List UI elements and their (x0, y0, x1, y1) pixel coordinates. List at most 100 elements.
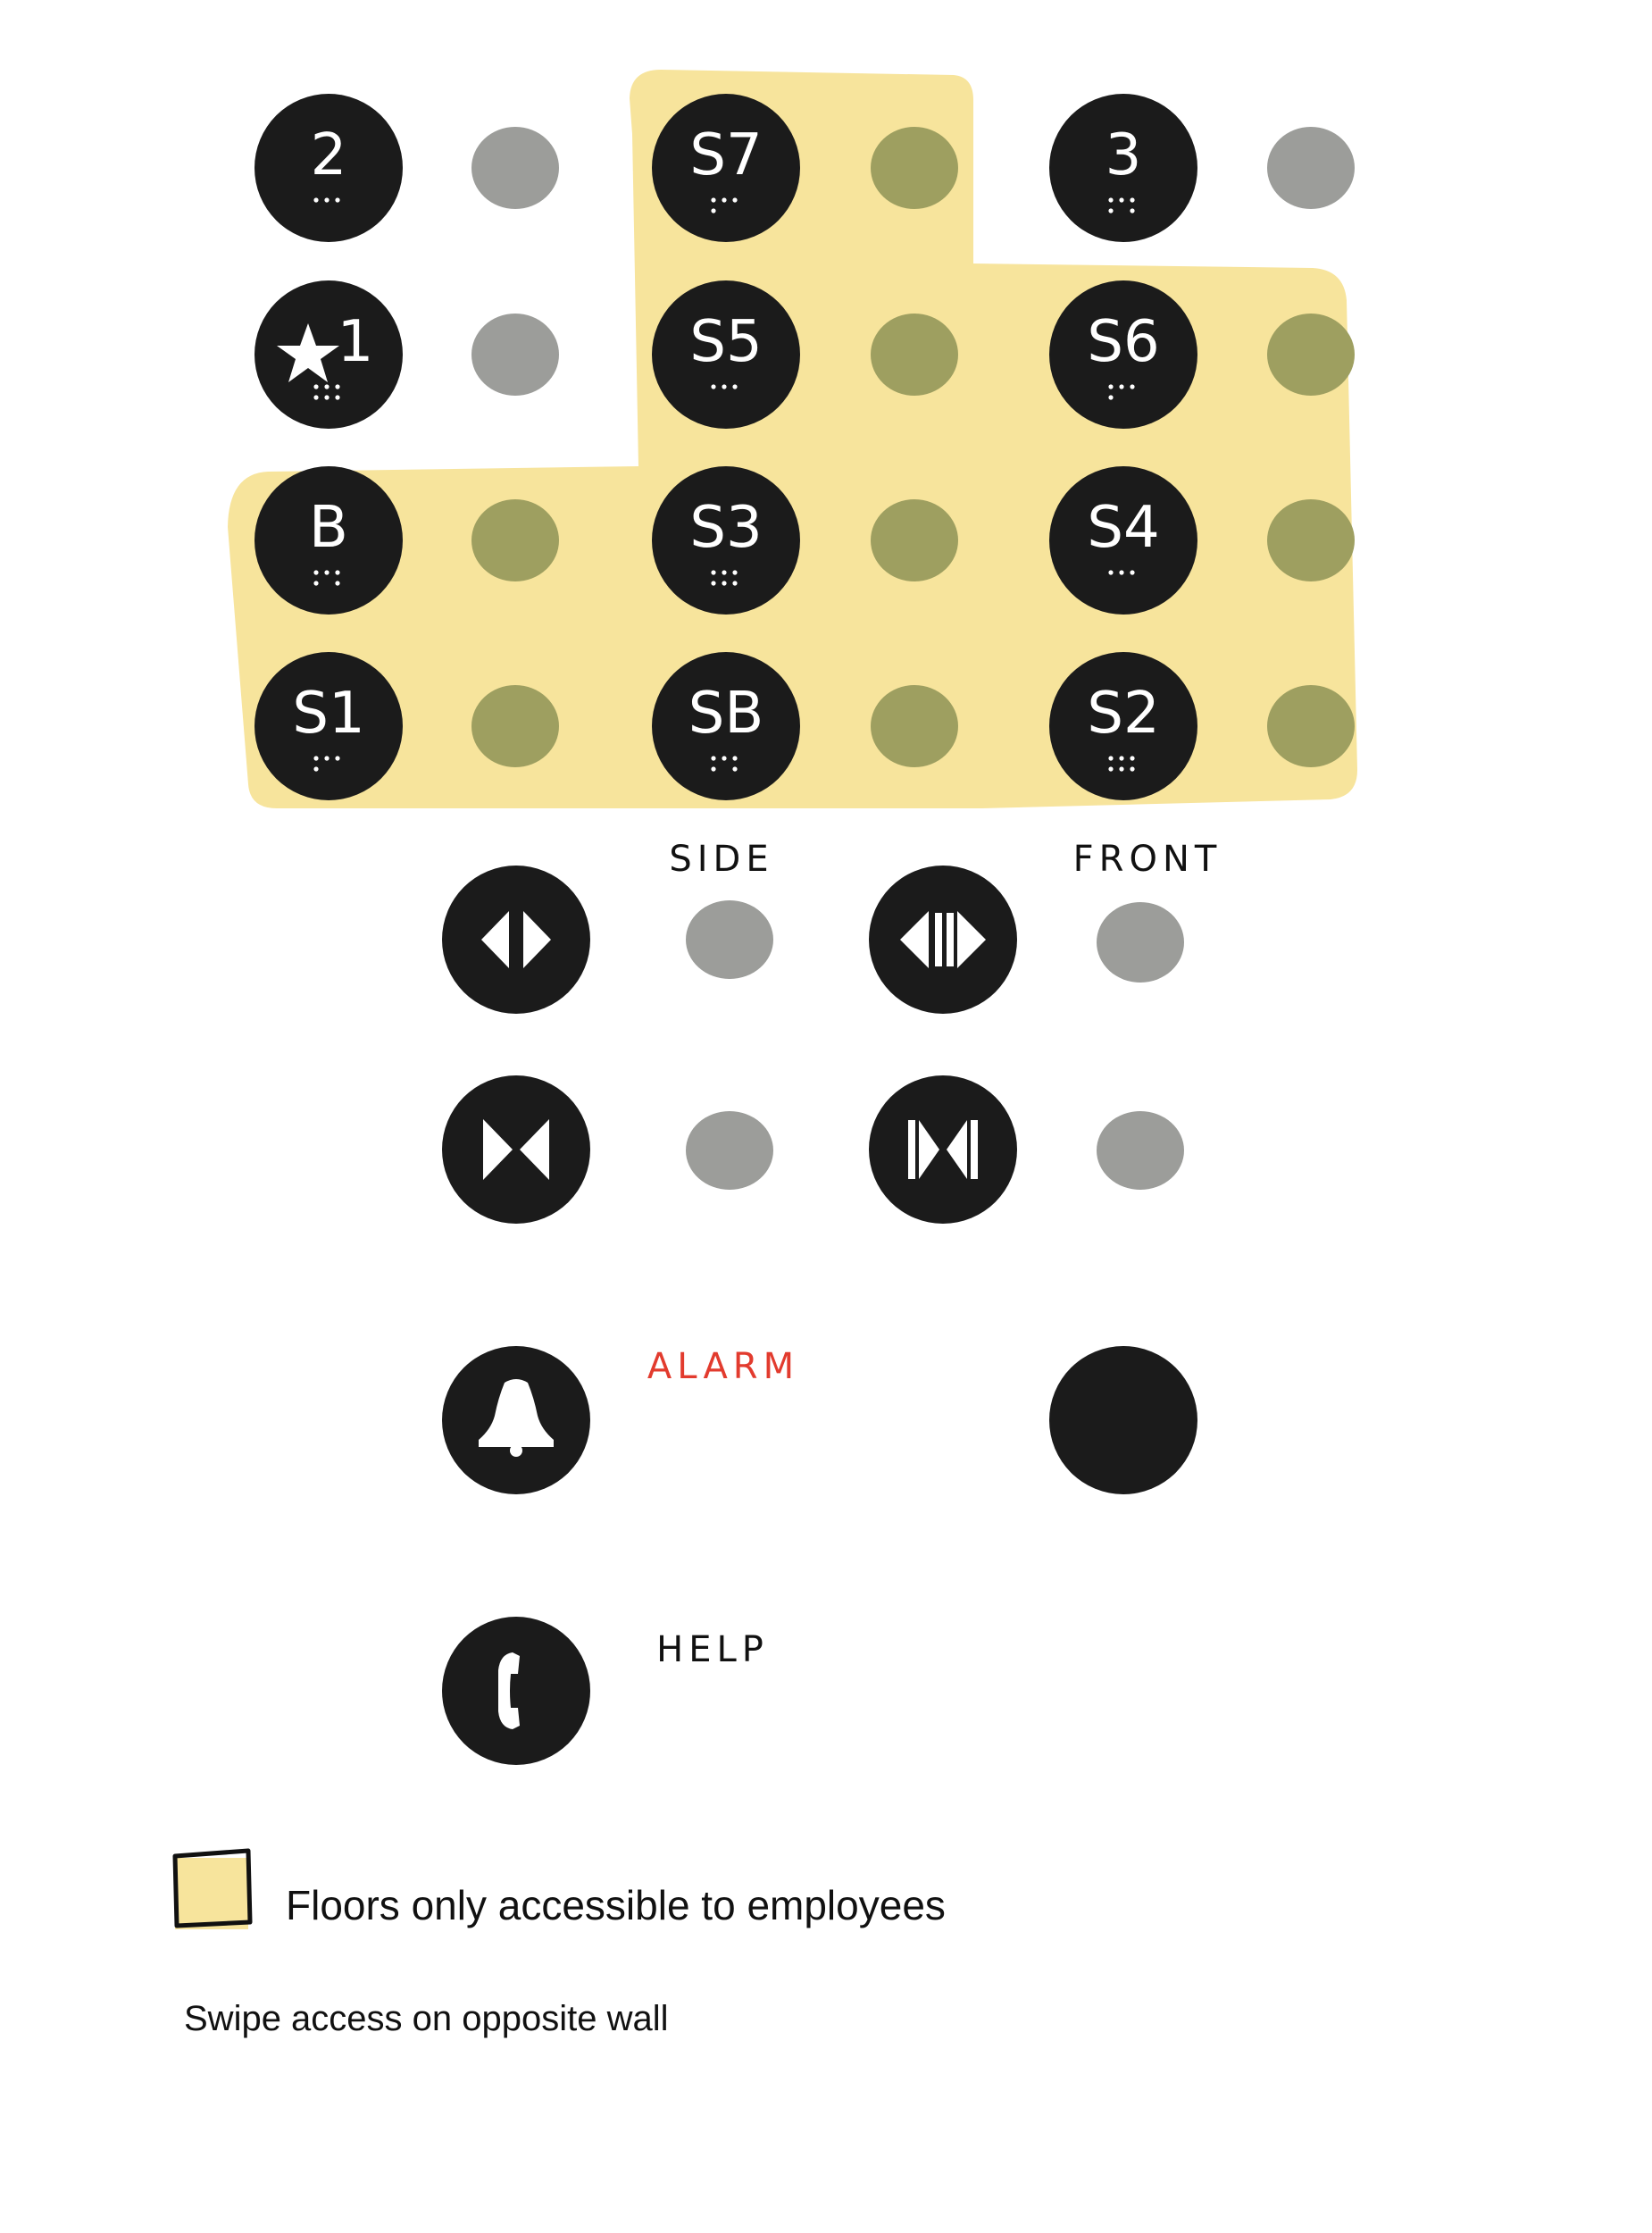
door-open-icon (481, 911, 551, 968)
floor-button-circle (254, 280, 403, 429)
braille-dot (335, 197, 340, 203)
braille-dot (324, 570, 330, 575)
braille-dots (313, 384, 340, 400)
floor-indicator-light (871, 314, 958, 396)
braille-dot (1108, 395, 1114, 400)
floor-button-s6[interactable]: S6 (1049, 280, 1355, 429)
alarm-button[interactable] (442, 1346, 590, 1494)
button-circle (869, 866, 1017, 1014)
braille-dot (324, 384, 330, 389)
floor-button-circle (1049, 94, 1197, 242)
star-icon (277, 323, 339, 382)
braille-dot (1119, 384, 1124, 389)
floor-indicator-light (471, 314, 559, 396)
braille-dots (711, 756, 738, 772)
phone-icon (498, 1652, 520, 1729)
braille-dot (711, 197, 716, 203)
legend-swatch-fill (175, 1858, 248, 1929)
front-door-close-button[interactable] (869, 1075, 1017, 1224)
floor-button-circle (652, 280, 800, 429)
floor-button-label: SB (688, 681, 764, 747)
floor-button-label: S2 (1087, 681, 1159, 747)
floor-button-s3[interactable]: S3 (652, 466, 958, 615)
braille-dot (1108, 384, 1114, 389)
braille-dot (732, 581, 738, 586)
braille-dot (732, 766, 738, 772)
floor-indicator-light (871, 685, 958, 767)
braille-dot (1130, 756, 1135, 761)
floor-button-circle (254, 94, 403, 242)
floor-button-3[interactable]: 3 (1049, 94, 1355, 242)
braille-dot (335, 756, 340, 761)
side-door-close-indicator (686, 1111, 773, 1190)
braille-dot (711, 581, 716, 586)
floor-button-2[interactable]: 2 (254, 94, 559, 242)
braille-dot (313, 197, 319, 203)
braille-dot (313, 581, 319, 586)
braille-dot (1130, 384, 1135, 389)
floor-button-circle (254, 652, 403, 800)
button-circle (869, 1075, 1017, 1224)
floor-indicator-light (1267, 685, 1355, 767)
floor-button-label: S4 (1087, 495, 1159, 561)
floor-indicator-light (1267, 499, 1355, 581)
door-open-icon (900, 911, 986, 968)
door-close-icon (483, 1119, 549, 1180)
floor-button-label: 2 (311, 122, 347, 188)
help-button[interactable] (442, 1617, 590, 1765)
floor-button-label: 3 (1106, 122, 1142, 188)
blank-button[interactable] (1049, 1346, 1197, 1494)
braille-dot (732, 756, 738, 761)
employee-only-highlight (228, 70, 1357, 808)
legend-employees-text: Floors only accessible to employees (286, 1882, 946, 1928)
floor-button-circle (1049, 652, 1197, 800)
floor-button-s4[interactable]: S4 (1049, 466, 1355, 615)
braille-dot (324, 756, 330, 761)
floor-button-s1[interactable]: S1 (254, 652, 559, 800)
braille-dots (1108, 384, 1135, 400)
floor-button-circle (652, 466, 800, 615)
floor-button-s2[interactable]: S2 (1049, 652, 1355, 800)
legend-swatch-outline (172, 1848, 253, 1928)
braille-dot (711, 756, 716, 761)
legend-swatch (172, 1848, 253, 1929)
floor-button-1[interactable]: 1 (254, 280, 559, 429)
floor-button-label: S6 (1087, 309, 1159, 375)
floor-button-s5[interactable]: S5 (652, 280, 958, 429)
side-door-close-button[interactable] (442, 1075, 590, 1224)
floor-button-grid: 2 S7 3 1 S5 S6 (254, 94, 1355, 800)
floor-button-sb[interactable]: SB (652, 652, 958, 800)
braille-dots (711, 197, 738, 213)
front-label: FRONT (1073, 839, 1222, 880)
braille-dot (335, 384, 340, 389)
side-label: SIDE (669, 839, 773, 880)
braille-dots (711, 384, 738, 389)
braille-dot (324, 197, 330, 203)
braille-dot (313, 756, 319, 761)
floor-button-b[interactable]: B (254, 466, 559, 615)
front-door-open-button[interactable] (869, 866, 1017, 1014)
bell-icon (479, 1379, 554, 1447)
braille-dot (1119, 570, 1124, 575)
braille-dot (313, 570, 319, 575)
braille-dot (1108, 208, 1114, 213)
braille-dot (711, 570, 716, 575)
floor-button-label: 1 (338, 309, 374, 375)
front-door-close-indicator (1097, 1111, 1184, 1190)
braille-dot (711, 766, 716, 772)
floor-indicator-light (471, 499, 559, 581)
braille-dot (732, 384, 738, 389)
braille-dot (313, 395, 319, 400)
floor-button-s7[interactable]: S7 (652, 94, 958, 242)
floor-button-circle (1049, 280, 1197, 429)
floor-button-circle (254, 466, 403, 615)
braille-dot (313, 384, 319, 389)
swipe-access-note: Swipe access on opposite wall (184, 1999, 669, 2038)
side-door-open-button[interactable] (442, 866, 590, 1014)
braille-dot (335, 395, 340, 400)
braille-dots (1108, 197, 1135, 213)
braille-dot (711, 384, 716, 389)
floor-button-circle (1049, 466, 1197, 615)
braille-dot (722, 756, 727, 761)
